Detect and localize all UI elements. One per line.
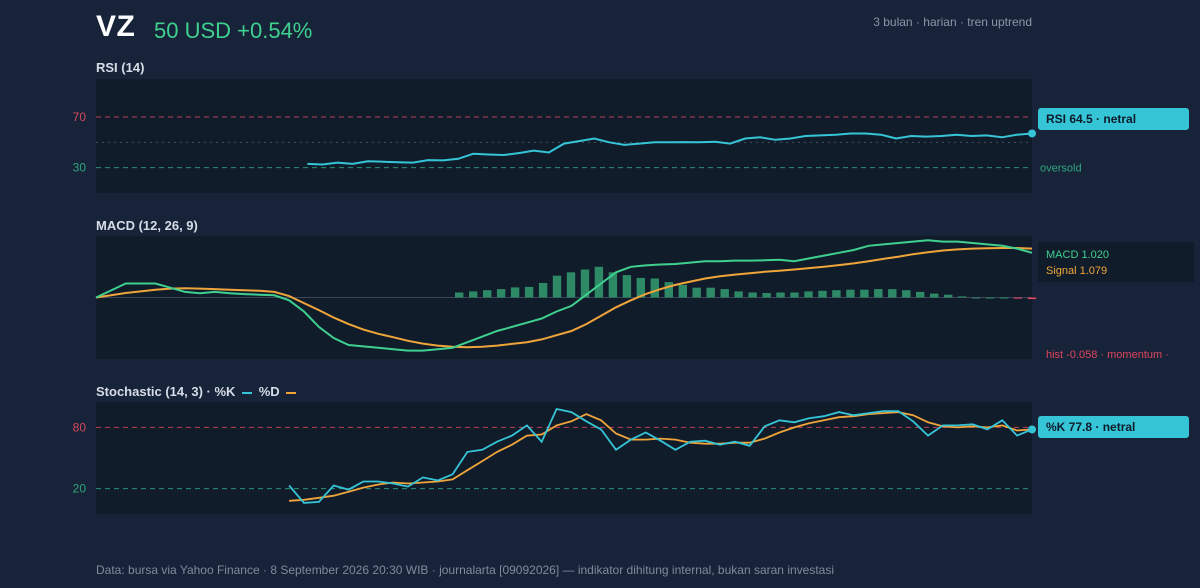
signal-line [95,247,1033,349]
macd-hist-bar [804,291,813,298]
macd-hist-bar [748,292,757,298]
macd-legend-label: MACD 1.020 [1046,249,1109,261]
macd-hist-bar [706,287,715,298]
macd-hist-bar [636,277,645,298]
stoch-last-point [1028,425,1036,434]
stoch-tick-80: 80 [73,420,87,434]
rsi-title: RSI (14) [96,60,145,75]
stoch-badge-label: %K 77.8 · netral [1046,420,1135,434]
chart-meta: 3 bulan · harian · tren uptrend [873,15,1032,29]
footer-note: Data: bursa via Yahoo Finance · 8 Septem… [96,563,834,577]
macd-hist-bar [678,284,687,298]
macd-hist-bar [846,289,855,298]
stoch-tick-20: 20 [73,482,87,496]
macd-hist-bar [818,290,827,298]
macd-hist-bar [776,292,785,298]
macd-hist-bar [692,287,701,298]
rsi-tick-70: 70 [73,110,87,124]
rsi-oversold-label: oversold [1040,163,1082,175]
macd-hist-bar [999,297,1009,299]
macd-hist-bar [916,291,925,298]
rsi-tick-30: 30 [73,161,87,175]
macd-hist-bar [455,292,464,298]
rsi-badge-label: RSI 64.5 · netral [1046,112,1136,126]
macd-hist-bar [552,275,562,298]
macd-legend-box [1038,242,1194,282]
macd-hist-bar [860,289,869,298]
d-legend-swatch [286,391,297,394]
stoch-title-text: Stochastic (14, 3) · %K [96,384,236,399]
macd-title: MACD (12, 26, 9) [96,218,198,233]
macd-hist-bar [580,269,590,298]
macd-hist-bar [469,291,478,298]
macd-hist-bar [762,293,771,298]
macd-hist-bar [496,289,506,298]
rsi-line [307,132,1033,166]
macd-hist-bar [566,272,576,298]
stoch-badge [1038,416,1189,438]
macd-hist-bar [985,297,995,299]
macd-hist-bar [664,282,673,298]
macd-hist-bar [930,293,939,298]
macd-hist-bar [902,290,911,298]
macd-hist-bar [971,297,981,299]
macd-hist-bar [608,272,618,298]
macd-hist-bar [622,275,632,298]
macd-hist-bar [888,289,897,298]
macd-hist-bar [734,291,743,298]
macd-hist-bar [790,292,799,298]
macd-line [95,239,1033,352]
macd-hist-bar [944,294,953,298]
rsi-badge [1038,108,1189,130]
macd-hist-bar [483,290,492,298]
stoch-title: Stochastic (14, 3) · %K %D [96,384,299,399]
ticker-symbol: VZ [96,10,136,43]
signal-legend-label: Signal 1.079 [1046,265,1107,277]
hist-label: hist -0.058 · momentum · [1046,349,1169,361]
macd-hist-bar [1027,297,1037,300]
macd-hist-bar [510,287,520,298]
macd-hist-bar [524,286,534,298]
macd-hist-bar [1013,297,1023,299]
d-legend-label: %D [258,384,280,399]
macd-hist-bar [538,283,548,298]
rsi-last-point [1028,129,1036,138]
macd-hist-bar [650,278,659,298]
macd-hist-bar [958,296,967,298]
k-legend-swatch [242,391,253,394]
stoch-k-line [288,407,1033,504]
panel-bg-2 [96,402,1032,514]
macd-hist-bar [874,289,883,298]
macd-hist-bar [720,289,729,298]
macd-hist-bar [594,266,604,298]
macd-hist-bar [832,290,841,298]
price-change: 50 USD +0.54% [154,18,313,43]
panel-bg-0 [96,79,1032,193]
